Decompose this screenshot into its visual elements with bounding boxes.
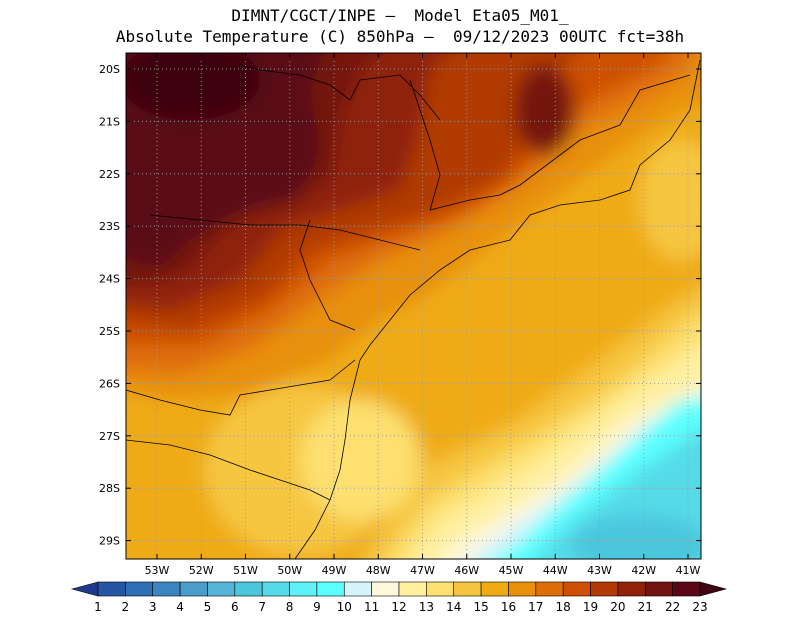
colorbar-label: 18 xyxy=(556,600,571,614)
colorbar-label: 6 xyxy=(231,600,239,614)
colorbar-label: 9 xyxy=(313,600,321,614)
colorbar-arrow-right xyxy=(699,581,728,597)
colorbar-label: 20 xyxy=(610,600,625,614)
lat-label: 26S xyxy=(99,377,120,390)
lon-label: 45W xyxy=(499,564,524,577)
colorbar-label: 2 xyxy=(122,600,130,614)
lon-label: 49W xyxy=(322,564,347,577)
lat-label: 20S xyxy=(99,63,120,76)
lon-label: 44W xyxy=(543,564,568,577)
colorbar-box xyxy=(453,581,482,597)
colorbar-label: 19 xyxy=(583,600,598,614)
colorbar-box xyxy=(152,581,181,597)
coastline-borders xyxy=(126,59,701,559)
colorbar-label: 3 xyxy=(149,600,157,614)
title-line-2: Absolute Temperature (C) 850hPa — 09/12/… xyxy=(115,27,685,46)
lon-label: 50W xyxy=(277,564,302,577)
colorbar-label: 17 xyxy=(528,600,543,614)
lat-label: 24S xyxy=(99,273,120,286)
colorbar-box xyxy=(426,581,455,597)
colorbar-label: 23 xyxy=(692,600,707,614)
lat-label: 22S xyxy=(99,168,120,181)
colorbar-box xyxy=(508,581,537,597)
lon-label: 47W xyxy=(410,564,435,577)
colorbar-label: 8 xyxy=(286,600,294,614)
lon-label: 52W xyxy=(189,564,214,577)
colorbar-label: 12 xyxy=(391,600,406,614)
colorbar-arrow-left xyxy=(70,581,99,597)
lon-label: 42W xyxy=(631,564,656,577)
colorbar: 1 2 3 4 5 6 7 8 9 10 11 12 13 14 15 16 17 18 19 20 21 22 23 xyxy=(70,581,728,614)
lat-label: 28S xyxy=(99,482,120,495)
colorbar-label: 7 xyxy=(258,600,266,614)
colorbar-box xyxy=(644,581,673,597)
colorbar-label: 21 xyxy=(638,600,653,614)
colorbar-box xyxy=(261,581,290,597)
lat-label: 27S xyxy=(99,430,120,443)
colorbar-box xyxy=(234,581,263,597)
latitude-labels: 20S 21S 22S 23S 24S 25S 26S 27S 28S 29S xyxy=(99,63,701,548)
lon-label: 53W xyxy=(145,564,170,577)
lon-label: 43W xyxy=(587,564,612,577)
lat-label: 25S xyxy=(99,325,120,338)
colorbar-label: 22 xyxy=(665,600,680,614)
colorbar-box xyxy=(125,581,154,597)
colorbar-label: 11 xyxy=(364,600,379,614)
colorbar-label: 14 xyxy=(446,600,461,614)
colorbar-box xyxy=(97,581,126,597)
colorbar-label: 5 xyxy=(204,600,212,614)
colorbar-label: 10 xyxy=(337,600,352,614)
colorbar-label: 1 xyxy=(94,600,102,614)
lat-lon-grid xyxy=(126,53,701,559)
colorbar-box xyxy=(535,581,564,597)
colorbar-box xyxy=(672,581,701,597)
colorbar-box xyxy=(617,581,646,597)
colorbar-box xyxy=(289,581,318,597)
colorbar-box xyxy=(316,581,345,597)
colorbar-box xyxy=(207,581,236,597)
colorbar-box xyxy=(398,581,427,597)
colorbar-label: 15 xyxy=(473,600,488,614)
colorbar-label: 16 xyxy=(501,600,516,614)
colorbar-box xyxy=(371,581,400,597)
colorbar-label: 4 xyxy=(176,600,184,614)
colorbar-box xyxy=(179,581,208,597)
colorbar-box xyxy=(590,581,619,597)
lon-label: 51W xyxy=(233,564,258,577)
colorbar-label: 13 xyxy=(419,600,434,614)
temperature-field xyxy=(126,53,701,559)
colorbar-box xyxy=(480,581,509,597)
lon-label: 41W xyxy=(676,564,701,577)
lon-label: 48W xyxy=(366,564,391,577)
colorbar-box xyxy=(562,581,591,597)
map-frame xyxy=(125,52,702,560)
lat-label: 21S xyxy=(99,115,120,128)
lat-label: 23S xyxy=(99,220,120,233)
colorbar-box xyxy=(343,581,372,597)
lat-label: 29S xyxy=(99,535,120,548)
lon-label: 46W xyxy=(454,564,479,577)
longitude-labels: 53W 52W 51W 50W 49W 48W 47W 46W 45W 44W 43W 42W 41W xyxy=(145,53,701,577)
title-line-1: DIMNT/CGCT/INPE — Model Eta05_M01_ xyxy=(231,6,569,25)
